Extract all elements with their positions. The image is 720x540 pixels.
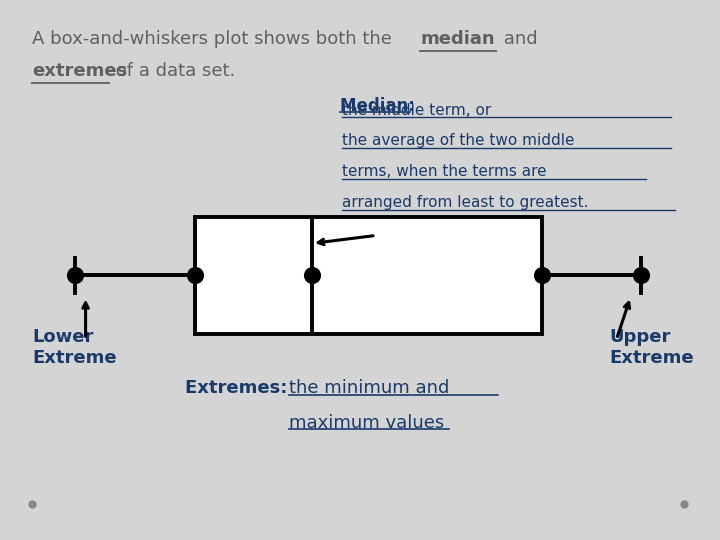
Text: A box-and-whiskers plot shows both the: A box-and-whiskers plot shows both the: [32, 30, 398, 48]
Text: of a data set.: of a data set.: [110, 62, 235, 79]
Text: terms, when the terms are: terms, when the terms are: [342, 164, 546, 179]
Text: and: and: [498, 30, 537, 48]
Text: extremes: extremes: [32, 62, 127, 79]
Text: Lower
Extreme: Lower Extreme: [32, 328, 117, 367]
Text: arranged from least to greatest.: arranged from least to greatest.: [342, 195, 588, 210]
Point: [69, 271, 81, 280]
Bar: [195, 217, 542, 334]
Text: the middle term, or: the middle term, or: [342, 103, 491, 118]
Text: the minimum and: the minimum and: [289, 379, 450, 397]
Point: [536, 271, 548, 280]
Text: Extremes:: Extremes:: [185, 379, 293, 397]
Point: [189, 271, 201, 280]
Point: [636, 271, 647, 280]
Point: [307, 271, 318, 280]
Text: Upper
Extreme: Upper Extreme: [609, 328, 694, 367]
Text: maximum values: maximum values: [289, 414, 445, 431]
Text: median: median: [420, 30, 495, 48]
Text: Median:: Median:: [341, 97, 427, 115]
Text: the average of the two middle: the average of the two middle: [342, 133, 575, 148]
